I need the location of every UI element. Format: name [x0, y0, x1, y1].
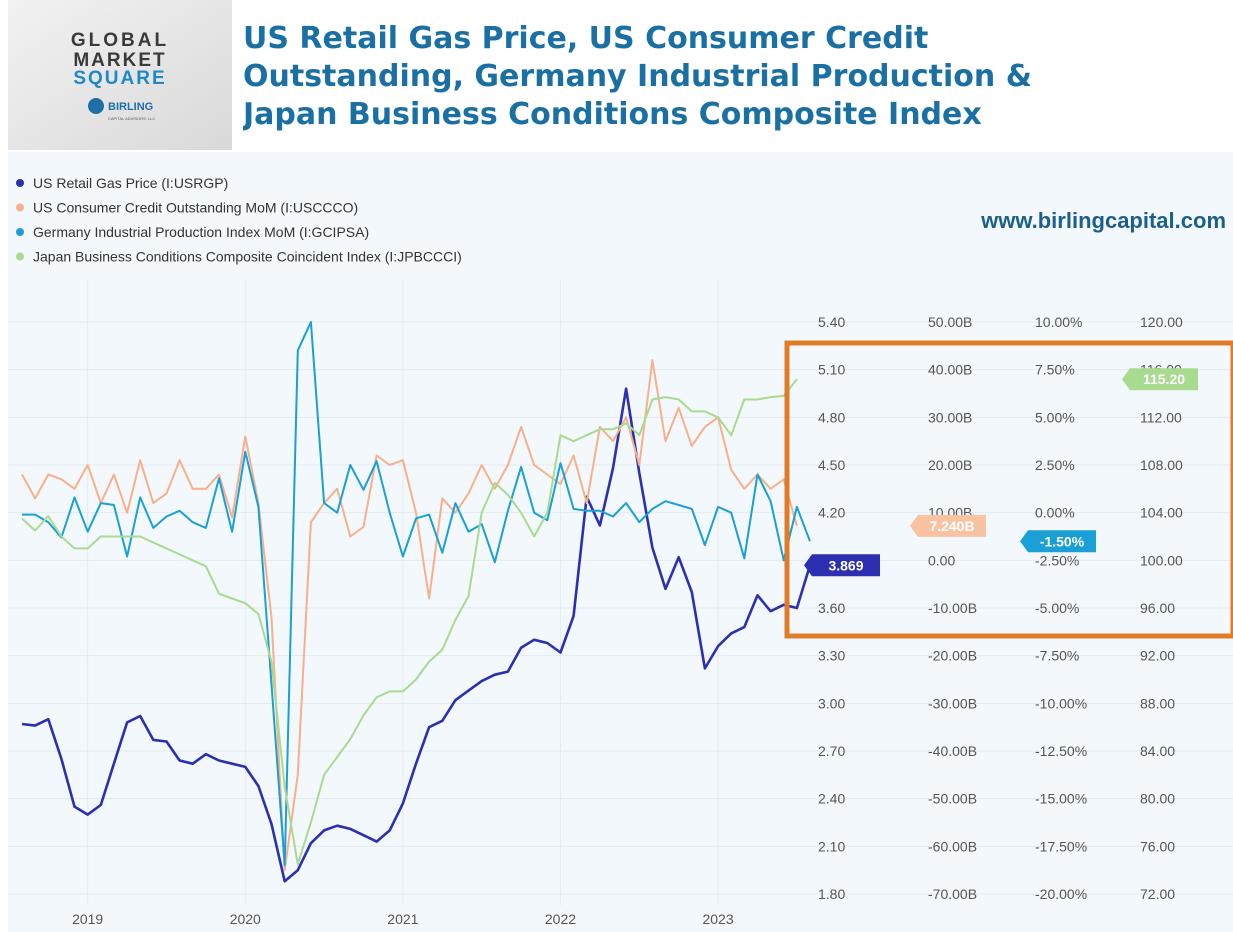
y-tick-label: 2.70 [818, 743, 845, 759]
y-tick-label: 5.00% [1035, 409, 1075, 425]
y-tick-label: 5.40 [818, 314, 845, 330]
y-tick-label: 2.50% [1035, 457, 1075, 473]
y-tick-label: -40.00B [928, 743, 977, 759]
y-tick-label: 7.50% [1035, 362, 1075, 378]
y-tick-label: -17.50% [1035, 838, 1087, 854]
y-tick-label: 72.00 [1140, 886, 1175, 902]
legend-label: Germany Industrial Production Index MoM … [33, 224, 369, 240]
legend-label: US Consumer Credit Outstanding MoM (I:US… [33, 200, 358, 216]
end-label: 3.869 [828, 557, 863, 573]
y-tick-label: -20.00B [928, 648, 977, 664]
y-tick-label: -5.00% [1035, 600, 1079, 616]
y-tick-label: 104.00 [1140, 505, 1183, 521]
title-box: US Retail Gas Price, US Consumer Credit … [243, 20, 1103, 150]
x-tick-label: 2022 [545, 911, 576, 927]
legend-label: US Retail Gas Price (I:USRGP) [33, 175, 228, 191]
y-tick-label: -10.00% [1035, 695, 1087, 711]
y-tick-label: 5.10 [818, 362, 845, 378]
logo-text: CAPITAL ADVISORS, LLC [108, 116, 155, 121]
end-label: 7.240B [929, 518, 974, 534]
y-tick-label: 3.00 [818, 695, 845, 711]
logo-text: BIRLING [108, 101, 153, 113]
y-tick-label: 76.00 [1140, 838, 1175, 854]
chart-title: US Retail Gas Price, US Consumer Credit … [243, 20, 1103, 134]
end-label: -1.50% [1040, 533, 1085, 549]
y-tick-label: 4.50 [818, 457, 845, 473]
y-tick-label: 108.00 [1140, 457, 1183, 473]
y-tick-label: 20.00B [928, 457, 972, 473]
y-tick-label: 4.20 [818, 505, 845, 521]
y-tick-label: 88.00 [1140, 695, 1175, 711]
y-tick-label: 84.00 [1140, 743, 1175, 759]
y-tick-label: 100.00 [1140, 552, 1183, 568]
y-tick-label: 40.00B [928, 362, 972, 378]
legend-marker [16, 204, 24, 212]
y-tick-label: 50.00B [928, 314, 972, 330]
y-tick-label: 0.00 [928, 552, 955, 568]
x-tick-label: 2020 [230, 911, 261, 927]
logo-icon [88, 98, 104, 114]
y-tick-label: -7.50% [1035, 648, 1079, 664]
y-tick-label: -60.00B [928, 838, 977, 854]
legend-label: Japan Business Conditions Composite Coin… [33, 249, 462, 265]
y-tick-label: -15.00% [1035, 791, 1087, 807]
y-tick-label: -2.50% [1035, 552, 1079, 568]
end-label: 115.20 [1143, 371, 1185, 387]
y-tick-label: -50.00B [928, 791, 977, 807]
legend-marker [16, 228, 24, 236]
x-tick-label: 2019 [72, 911, 103, 927]
y-tick-label: 96.00 [1140, 600, 1175, 616]
y-tick-label: -10.00B [928, 600, 977, 616]
y-tick-label: 3.60 [818, 600, 845, 616]
y-tick-label: 3.30 [818, 648, 845, 664]
y-tick-label: -70.00B [928, 886, 977, 902]
legend-marker [16, 179, 24, 187]
y-tick-label: 10.00% [1035, 314, 1082, 330]
x-tick-label: 2023 [702, 911, 733, 927]
y-tick-label: 0.00% [1035, 505, 1075, 521]
y-tick-label: -20.00% [1035, 886, 1087, 902]
y-tick-label: 120.00 [1140, 314, 1183, 330]
logo-text: GLOBAL [71, 30, 169, 51]
y-tick-label: 30.00B [928, 409, 972, 425]
y-tick-label: -12.50% [1035, 743, 1087, 759]
website: www.birlingcapital.com [980, 208, 1226, 233]
chart: GLOBAL MARKET SQUARE BIRLING CAPITAL ADV… [0, 0, 1233, 932]
y-tick-label: 80.00 [1140, 791, 1175, 807]
logo-text: SQUARE [73, 68, 166, 89]
y-tick-label: 92.00 [1140, 648, 1175, 664]
y-tick-label: 4.80 [818, 409, 845, 425]
x-tick-label: 2021 [387, 911, 418, 927]
y-tick-label: 2.10 [818, 838, 845, 854]
y-tick-label: -30.00B [928, 695, 977, 711]
page: {"header":{"logo":["GLOBAL","MARKET","SQ… [0, 0, 1233, 932]
y-tick-label: 112.00 [1140, 409, 1182, 425]
legend-marker [16, 253, 24, 261]
y-tick-label: 1.80 [818, 886, 845, 902]
y-tick-label: 2.40 [818, 791, 845, 807]
